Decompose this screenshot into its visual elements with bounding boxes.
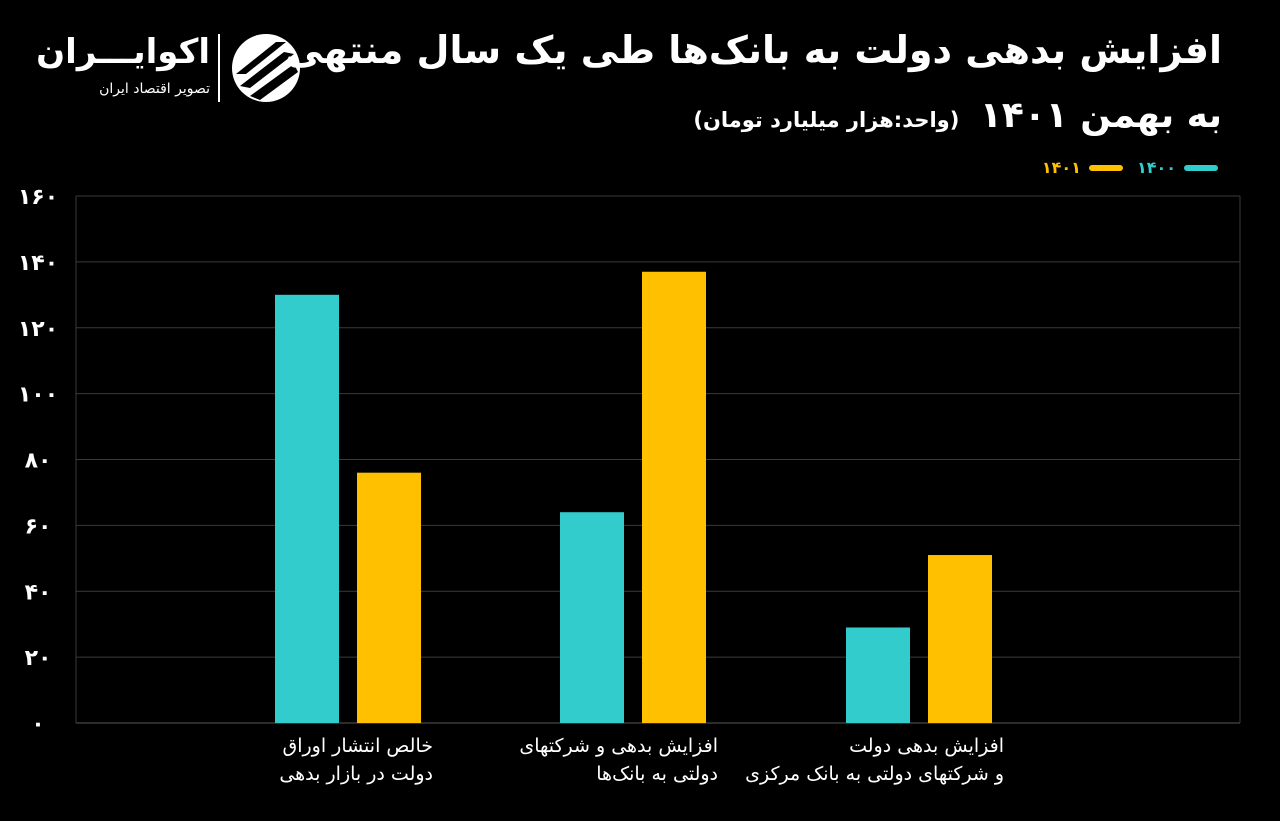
brand-mark-icon xyxy=(232,34,300,102)
bar-1400 xyxy=(846,627,910,723)
x-category-label: خالص انتشار اوراق دولت در بازار بدهی xyxy=(279,732,433,788)
legend-swatch-1401 xyxy=(1088,164,1123,171)
y-tick-label: ۸۰ xyxy=(25,449,52,474)
legend-label-1400: ۱۴۰۰ xyxy=(1136,158,1176,177)
x-category-label-line: افزایش بدهی دولت xyxy=(849,735,1004,757)
y-tick-label: ۴۰ xyxy=(25,580,52,605)
brand-tagline: تصویر اقتصاد ایران xyxy=(99,81,210,97)
y-tick-label: ۱۰۰ xyxy=(18,383,58,408)
y-tick-label: ۶۰ xyxy=(25,514,52,539)
chart-title-line-1: افزایش بدهی دولت به بانک‌ها طی یک سال من… xyxy=(285,28,1222,72)
chart-title-main: به بهمن ۱۴۰۱ xyxy=(979,95,1222,136)
chart-legend: ۱۴۰۰ ۱۴۰۱ xyxy=(1042,158,1218,177)
x-category-label-line: دولتی به بانک‌ها xyxy=(596,763,718,785)
logo-divider xyxy=(218,34,220,102)
y-tick-label: ۰ xyxy=(31,712,44,737)
bar-1401 xyxy=(357,472,421,723)
bar-1401 xyxy=(642,271,706,723)
y-axis-tick-labels: ۰ ۲۰ ۴۰ ۶۰ ۸۰ ۱۰۰ ۱۲۰ ۱۴۰ ۱۶۰ xyxy=(18,185,58,737)
legend-label-1401: ۱۴۰۱ xyxy=(1041,158,1081,177)
legend-item-1400: ۱۴۰۰ xyxy=(1137,158,1218,177)
x-category-label: افزایش بدهی دولت و شرکتهای دولتی به بانک … xyxy=(745,732,1004,788)
brand-logo: اکوایـــران تصویر اقتصاد ایران xyxy=(36,28,320,108)
x-category-label-line: دولت در بازار بدهی xyxy=(279,763,433,785)
x-category-label-line: افزایش بدهی و شرکتهای xyxy=(519,735,718,757)
x-category-label: افزایش بدهی و شرکتهای دولتی به بانک‌ها xyxy=(519,732,718,788)
chart-unit-label: (واحد:هزار میلیارد تومان) xyxy=(693,108,960,132)
x-category-label-line: و شرکتهای دولتی به بانک مرکزی xyxy=(745,763,1004,785)
y-tick-label: ۱۶۰ xyxy=(18,185,58,210)
bars xyxy=(275,271,992,723)
y-tick-label: ۱۲۰ xyxy=(18,317,58,342)
bar-1400 xyxy=(275,294,339,723)
brand-name: اکوایـــران xyxy=(36,32,210,72)
y-tick-label: ۱۴۰ xyxy=(18,251,58,276)
bar-1401 xyxy=(928,555,992,723)
y-tick-label: ۲۰ xyxy=(25,646,52,671)
x-category-label-line: خالص انتشار اوراق xyxy=(282,735,433,757)
bar-1400 xyxy=(560,512,624,723)
legend-item-1401: ۱۴۰۱ xyxy=(1042,158,1123,177)
legend-swatch-1400 xyxy=(1184,164,1218,171)
chart-title-line-2: به بهمن ۱۴۰۱ (واحد:هزار میلیارد تومان) xyxy=(693,95,1222,136)
